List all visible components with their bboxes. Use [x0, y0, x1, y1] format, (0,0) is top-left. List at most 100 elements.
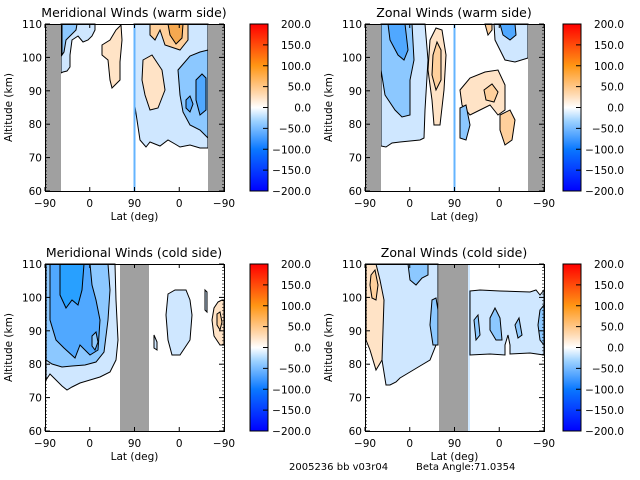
contour-region: [101, 23, 123, 89]
contour-region: [185, 95, 194, 113]
y-tick-label: 90: [349, 326, 362, 338]
colorbar: 200.0 150.0 100.0 50.0 0.0 −50.0 −100.0 −150.0 −…: [249, 19, 311, 198]
x-axis-label: Lat (deg): [111, 451, 159, 463]
colorbar-tick-label: 0.0: [294, 343, 311, 355]
colorbar-tick-label: −200.0: [272, 426, 311, 438]
no-data-band: [439, 264, 468, 431]
colorbars: 200.0 150.0 100.0 50.0 0.0 −50.0 −100.0 −150.0 −…: [249, 19, 624, 438]
colorbar-tick-label: −100.0: [585, 144, 624, 156]
y-tick-label: 60: [349, 426, 362, 438]
y-tick-label: 110: [342, 259, 362, 271]
contour-region: [141, 54, 166, 111]
y-tick-label: 80: [29, 359, 42, 371]
contour-region: [165, 289, 193, 356]
colorbar-tick-label: 200.0: [281, 19, 311, 31]
y-tick-label: 100: [22, 292, 42, 304]
y-tick-label: 70: [349, 393, 362, 405]
colorbar-tick-label: 50.0: [288, 82, 311, 94]
colorbar-tick-label: −200.0: [585, 186, 624, 198]
y-tick-label: 70: [29, 153, 42, 165]
x-tick-label: −90: [354, 438, 376, 450]
colorbar-tick-label: −150.0: [272, 165, 311, 177]
colorbar-tick-label: 100.0: [281, 61, 311, 73]
x-tick-label: 90: [448, 438, 461, 450]
x-tick-label: 0: [496, 438, 503, 450]
run-id-label: 2005236 bb v03r04: [289, 462, 388, 473]
x-tick-label: −90: [213, 438, 235, 450]
colorbar-tick-label: 0.0: [607, 343, 624, 355]
axes-zonal-warm: 60 70 80 90 100 110 −90 0 90 0 −90 Lat (deg) Altitud…: [323, 19, 555, 223]
panel-zonal-cold: Zonal Winds (cold side): [365, 245, 545, 432]
y-tick-label: 60: [29, 186, 42, 198]
contour-region: [489, 306, 503, 341]
no-data-band: [46, 24, 61, 191]
footer: 2005236 bb v03r04 Beta Angle: 71.0354: [289, 462, 515, 473]
no-data-band: [528, 24, 544, 191]
y-tick-label: 90: [349, 86, 362, 98]
colorbar-tick-label: −150.0: [585, 165, 624, 177]
colorbar-tick-label: −200.0: [585, 426, 624, 438]
no-data-band: [120, 264, 149, 431]
colorbar-tick-label: 50.0: [601, 322, 624, 334]
panel-meridional-cold: Meridional Winds (cold side): [45, 245, 225, 432]
contour-region: [537, 303, 545, 347]
contour-region: [195, 73, 207, 116]
contour-region: [429, 297, 439, 346]
y-tick-label: 80: [349, 359, 362, 371]
chart-title: Meridional Winds (warm side): [41, 5, 226, 20]
contour-region: [499, 109, 516, 146]
colorbar-tick-label: 150.0: [594, 40, 624, 52]
colorbar-tick-label: 0.0: [607, 103, 624, 115]
colorbar-tick-label: −100.0: [272, 144, 311, 156]
axes-meridional-warm: 60 70 80 90 100 110 −90 0 90 0 −90 Lat (deg) Altitud…: [3, 19, 235, 223]
contour-region: [514, 316, 523, 339]
x-tick-label: 90: [128, 198, 141, 210]
x-tick-label: 90: [448, 198, 461, 210]
colorbar-tick-label: 100.0: [594, 301, 624, 313]
beta-angle-label: Beta Angle:: [416, 462, 474, 473]
x-axis-label: Lat (deg): [431, 451, 479, 463]
beta-angle-value: 71.0354: [474, 462, 515, 473]
contour-fills: [45, 263, 225, 391]
colorbar-tick-label: 150.0: [594, 280, 624, 292]
colorbar-tick-label: −200.0: [272, 186, 311, 198]
axes-layer: 60 70 80 90 100 110 −90 0 90 0 −90 Lat (deg) Altitud…: [3, 19, 555, 463]
x-axis-label: Lat (deg): [431, 211, 479, 223]
chart-title: Meridional Winds (cold side): [46, 245, 222, 260]
y-tick-label: 110: [22, 259, 42, 271]
chart-title: Zonal Winds (warm side): [376, 5, 531, 20]
y-axis-label: Altitude (km): [323, 313, 335, 382]
no-data-band: [366, 24, 381, 191]
y-tick-label: 100: [342, 292, 362, 304]
x-axis-label: Lat (deg): [111, 211, 159, 223]
contour-region: [369, 268, 379, 301]
colorbar-tick-label: −150.0: [585, 405, 624, 417]
x-tick-label: 0: [176, 198, 183, 210]
colorbar-tick-label: 0.0: [294, 103, 311, 115]
y-tick-label: 60: [349, 186, 362, 198]
y-tick-label: 60: [29, 426, 42, 438]
y-axis-label: Altitude (km): [3, 73, 15, 142]
contour-fills: [365, 263, 545, 386]
y-tick-label: 70: [349, 153, 362, 165]
contour-region: [459, 104, 471, 141]
contour-region: [204, 288, 208, 314]
y-tick-label: 80: [349, 119, 362, 131]
contour-region: [484, 23, 493, 37]
y-tick-label: 100: [22, 52, 42, 64]
x-tick-label: −90: [34, 198, 56, 210]
colorbar-tick-label: 100.0: [594, 61, 624, 73]
contour-fills: [380, 23, 529, 148]
contour-region: [59, 263, 85, 309]
axes-zonal-cold: 60 70 80 90 100 110 −90 0 90 0 −90 Lat (deg) Altitud…: [323, 259, 555, 463]
y-tick-label: 100: [342, 52, 362, 64]
x-tick-label: 0: [86, 438, 93, 450]
x-tick-label: −90: [34, 438, 56, 450]
contour-region: [153, 334, 158, 351]
y-tick-label: 110: [342, 19, 362, 31]
colorbar-tick-label: −50.0: [592, 123, 624, 135]
y-tick-label: 110: [22, 19, 42, 31]
contour-region: [216, 311, 223, 332]
x-tick-label: 0: [86, 198, 93, 210]
colorbar: 200.0 150.0 100.0 50.0 0.0 −50.0 −100.0 −150.0 −…: [562, 259, 624, 438]
